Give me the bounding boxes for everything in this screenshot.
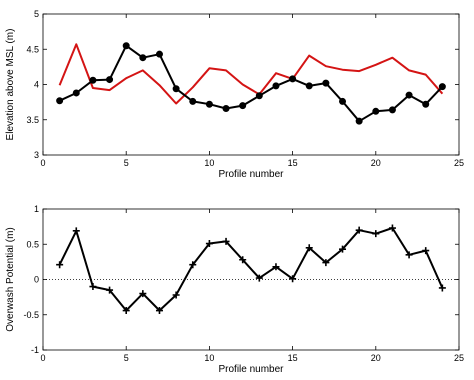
elevation-x-tick-label: 20 [371, 158, 381, 168]
overwash-data-point [422, 247, 430, 255]
elevation-data-point [56, 97, 64, 105]
elevation-data-point [222, 104, 230, 112]
elevation-x-tick-label: 25 [454, 158, 464, 168]
overwash-data-point [56, 261, 64, 269]
elevation-data-point [305, 82, 313, 90]
overwash-data-point [355, 226, 363, 234]
elevation-data-point [339, 97, 347, 105]
overwash-data-point [255, 274, 263, 282]
elevation-x-axis-label: Profile number [218, 169, 284, 180]
overwash-x-tick-label: 20 [371, 353, 381, 363]
overwash-series-1 [56, 224, 446, 315]
elevation-x-tick-label: 10 [204, 158, 214, 168]
elevation-data-point [189, 97, 197, 105]
overwash-panel: 0 5 10 15 20 25 -1 -0.5 0 0.5 1 Profile number Overw… [5, 204, 464, 375]
elevation-data-point [205, 100, 213, 108]
elevation-series-1 [58, 43, 444, 105]
overwash-data-point [305, 244, 313, 252]
overwash-data-point [189, 261, 197, 269]
overwash-y-tick-label: 0.5 [26, 239, 39, 249]
overwash-y-tick-label: -1 [31, 345, 39, 355]
elevation-panel: 0 5 10 15 20 25 3 3.5 4 4.5 5 Profile number Elevati… [5, 9, 464, 180]
elevation-data-point [322, 79, 330, 87]
overwash-y-tick-label: -0.5 [23, 310, 39, 320]
elevation-y-tick-label: 4.5 [26, 44, 39, 54]
elevation-axes-frame [42, 13, 460, 156]
overwash-x-axis-label: Profile number [218, 364, 284, 375]
overwash-data-point [205, 240, 213, 248]
overwash-data-point [372, 230, 380, 238]
overwash-y-axis-label: Overwash Potential (m) [5, 227, 16, 331]
overwash-series-1-line [58, 227, 444, 312]
elevation-data-point [239, 102, 247, 110]
overwash-data-point [222, 237, 230, 245]
elevation-data-point [289, 75, 297, 83]
overwash-data-point [272, 263, 280, 271]
elevation-data-point [89, 76, 97, 84]
overwash-data-point [139, 290, 147, 298]
overwash-data-point [322, 259, 330, 267]
elevation-data-point [422, 100, 430, 108]
overwash-y-tick-label: 1 [34, 204, 39, 214]
overwash-data-point [89, 283, 97, 291]
elevation-data-point [388, 106, 396, 114]
overwash-data-point [155, 307, 163, 315]
elevation-y-tick-label: 5 [34, 9, 39, 19]
elevation-data-point [272, 82, 280, 90]
elevation-data-point [122, 42, 130, 50]
elevation-data-point [372, 107, 380, 115]
overwash-x-tick-label: 15 [288, 353, 298, 363]
elevation-x-tick-label: 15 [288, 158, 298, 168]
overwash-data-point [106, 286, 114, 294]
overwash-y-tick-label: 0 [34, 275, 39, 285]
overwash-data-point [438, 284, 446, 292]
overwash-x-tick-label: 0 [40, 353, 45, 363]
elevation-data-point [405, 91, 413, 99]
overwash-data-point [122, 307, 130, 315]
elevation-data-point [106, 76, 114, 84]
elevation-series-2 [56, 42, 446, 125]
overwash-data-point [72, 227, 80, 235]
elevation-y-tick-label: 4 [34, 80, 39, 90]
elevation-y-tick-label: 3 [34, 150, 39, 160]
overwash-data-point [172, 291, 180, 299]
elevation-data-point [255, 92, 263, 100]
elevation-data-point [139, 54, 147, 62]
elevation-data-point [438, 83, 446, 91]
overwash-data-point [339, 245, 347, 253]
elevation-data-point [155, 50, 163, 58]
elevation-data-point [172, 85, 180, 93]
elevation-x-tick-label: 0 [40, 158, 45, 168]
elevation-data-point [355, 117, 363, 125]
overwash-data-point [388, 224, 396, 232]
elevation-y-tick-label: 3.5 [26, 115, 39, 125]
elevation-data-point [72, 89, 80, 97]
elevation-x-tick-label: 5 [124, 158, 129, 168]
overwash-data-point [405, 251, 413, 259]
overwash-x-tick-label: 10 [204, 353, 214, 363]
overwash-x-tick-label: 25 [454, 353, 464, 363]
overwash-data-point [289, 275, 297, 283]
elevation-series-1-line [58, 43, 444, 105]
elevation-y-axis-label: Elevation above MSL (m) [5, 29, 16, 141]
overwash-x-tick-label: 5 [124, 353, 129, 363]
overwash-data-point [239, 256, 247, 264]
